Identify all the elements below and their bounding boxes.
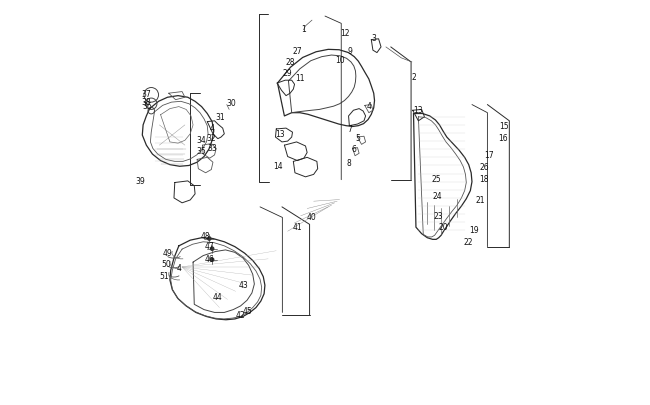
Text: 48: 48 xyxy=(201,231,211,240)
Text: 46: 46 xyxy=(205,254,214,263)
Text: 44: 44 xyxy=(213,292,223,301)
Text: 42: 42 xyxy=(236,311,245,320)
Text: 23: 23 xyxy=(433,212,443,221)
Text: 15: 15 xyxy=(500,122,509,131)
Text: 30: 30 xyxy=(227,99,237,108)
Text: 25: 25 xyxy=(431,175,441,183)
Text: 38: 38 xyxy=(142,98,151,107)
Text: 18: 18 xyxy=(480,175,489,183)
Text: 51: 51 xyxy=(160,271,170,280)
Text: 41: 41 xyxy=(292,222,302,231)
Text: 37: 37 xyxy=(142,90,151,98)
Text: 5: 5 xyxy=(355,133,360,142)
Text: 28: 28 xyxy=(285,58,295,67)
Text: 34: 34 xyxy=(197,135,207,144)
Text: 47: 47 xyxy=(205,242,214,251)
Text: 45: 45 xyxy=(242,307,252,315)
Text: 13: 13 xyxy=(413,106,422,115)
Text: 9: 9 xyxy=(348,47,352,56)
Text: 16: 16 xyxy=(498,133,508,142)
Text: 49: 49 xyxy=(162,249,172,258)
Text: 4: 4 xyxy=(176,264,181,273)
Text: 43: 43 xyxy=(239,280,249,289)
Text: 24: 24 xyxy=(432,192,442,200)
Circle shape xyxy=(211,247,214,251)
Circle shape xyxy=(211,258,214,262)
Text: 11: 11 xyxy=(295,74,305,83)
Text: 31: 31 xyxy=(215,113,225,122)
Circle shape xyxy=(207,237,211,241)
Text: 33: 33 xyxy=(207,143,217,152)
Text: 35: 35 xyxy=(197,146,207,155)
Text: 12: 12 xyxy=(340,29,349,38)
Text: 26: 26 xyxy=(480,162,489,171)
Text: 13: 13 xyxy=(275,130,284,139)
Text: 14: 14 xyxy=(274,162,283,171)
Text: 17: 17 xyxy=(484,150,494,159)
Text: 20: 20 xyxy=(439,222,448,231)
Text: 50: 50 xyxy=(161,260,171,269)
Text: 10: 10 xyxy=(335,55,345,64)
Text: 6: 6 xyxy=(352,145,357,153)
Text: 21: 21 xyxy=(475,196,485,205)
Text: 19: 19 xyxy=(469,226,479,234)
Text: 36: 36 xyxy=(142,102,152,111)
Text: 22: 22 xyxy=(463,238,473,247)
Text: 40: 40 xyxy=(306,212,316,221)
Text: 2: 2 xyxy=(412,72,417,81)
Text: 29: 29 xyxy=(282,69,292,78)
Text: 4: 4 xyxy=(367,102,371,111)
Text: 3: 3 xyxy=(371,34,376,43)
Text: 1: 1 xyxy=(301,25,306,34)
Text: 8: 8 xyxy=(346,159,351,168)
Text: 7: 7 xyxy=(348,124,352,133)
Text: 39: 39 xyxy=(136,177,146,186)
Text: 32: 32 xyxy=(207,133,216,142)
Text: 4: 4 xyxy=(210,124,215,133)
Text: 27: 27 xyxy=(292,47,302,56)
